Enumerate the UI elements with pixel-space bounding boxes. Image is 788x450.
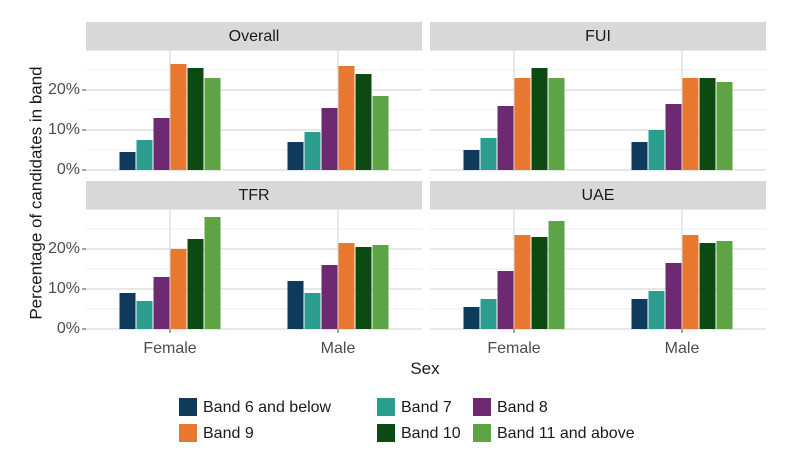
panel-title: UAE (582, 187, 615, 204)
panel-strip (86, 22, 422, 50)
y-tick-label: 0% (57, 161, 80, 178)
bar (355, 74, 372, 170)
legend-swatch (179, 398, 197, 416)
bar (338, 66, 355, 170)
y-tick-label: 10% (48, 121, 80, 138)
legend-swatch (179, 424, 197, 442)
y-tick-label: 10% (48, 280, 80, 297)
legend-swatch (473, 398, 491, 416)
bar (497, 271, 514, 329)
bar (136, 140, 153, 170)
bar (304, 132, 321, 170)
bar (548, 78, 565, 170)
bar (514, 235, 531, 329)
bar (699, 78, 716, 170)
bar (153, 277, 170, 329)
bar (355, 247, 372, 329)
bar (372, 96, 389, 170)
bar (463, 150, 480, 170)
bar (204, 78, 221, 170)
bar (531, 68, 548, 170)
legend-swatch (377, 398, 395, 416)
bar (170, 249, 187, 329)
x-tick-label: Female (487, 340, 540, 357)
legend-label: Band 9 (203, 425, 254, 442)
panel-title: Overall (229, 28, 280, 45)
panel-strip (430, 181, 766, 209)
bar (665, 263, 682, 329)
bar (338, 243, 355, 329)
bar (716, 82, 733, 170)
panel-title: FUI (585, 28, 611, 45)
bar (716, 241, 733, 329)
legend: Band 6 and below Band 7 Band 8 Band 9 Band 1… (179, 398, 635, 442)
legend-label: Band 10 (401, 425, 461, 442)
bar (187, 239, 204, 329)
legend-swatch (473, 424, 491, 442)
y-axis-title: Percentage of candidates in band (26, 66, 45, 319)
bar (682, 78, 699, 170)
y-tick-label: 20% (48, 240, 80, 257)
bar (136, 301, 153, 329)
x-tick-label: Male (665, 340, 700, 357)
legend-label: Band 6 and below (203, 399, 332, 416)
bar (287, 142, 304, 170)
bar (321, 265, 338, 329)
bar (463, 307, 480, 329)
bar (665, 104, 682, 170)
bar (699, 243, 716, 329)
legend-swatch (377, 424, 395, 442)
legend-label: Band 11 and above (497, 425, 635, 442)
bar (153, 118, 170, 170)
bar (514, 78, 531, 170)
bar (648, 130, 665, 170)
bar (187, 68, 204, 170)
x-tick-label: Male (321, 340, 356, 357)
bar (480, 138, 497, 170)
bar (480, 299, 497, 329)
y-tick-label: 20% (48, 81, 80, 98)
bar (204, 217, 221, 329)
facet-panels: Overall 0% 10% 20% FUI TFR 0% 10% 20% Female Male U… (48, 22, 766, 357)
bar (119, 293, 136, 329)
bar (321, 108, 338, 170)
bar (170, 64, 187, 170)
bar (631, 299, 648, 329)
bar (648, 291, 665, 329)
panel-strip (86, 181, 422, 209)
panel-strip (430, 22, 766, 50)
bar (548, 221, 565, 329)
bar (119, 152, 136, 170)
bar (497, 106, 514, 170)
legend-label: Band 7 (401, 399, 452, 416)
bar (287, 281, 304, 329)
x-axis-title: Sex (410, 359, 440, 378)
bar (531, 237, 548, 329)
bar (631, 142, 648, 170)
legend-label: Band 8 (497, 399, 548, 416)
bar (682, 235, 699, 329)
panel-title: TFR (238, 187, 269, 204)
bar (304, 293, 321, 329)
y-tick-label: 0% (57, 320, 80, 337)
bar (372, 245, 389, 329)
x-tick-label: Female (143, 340, 196, 357)
